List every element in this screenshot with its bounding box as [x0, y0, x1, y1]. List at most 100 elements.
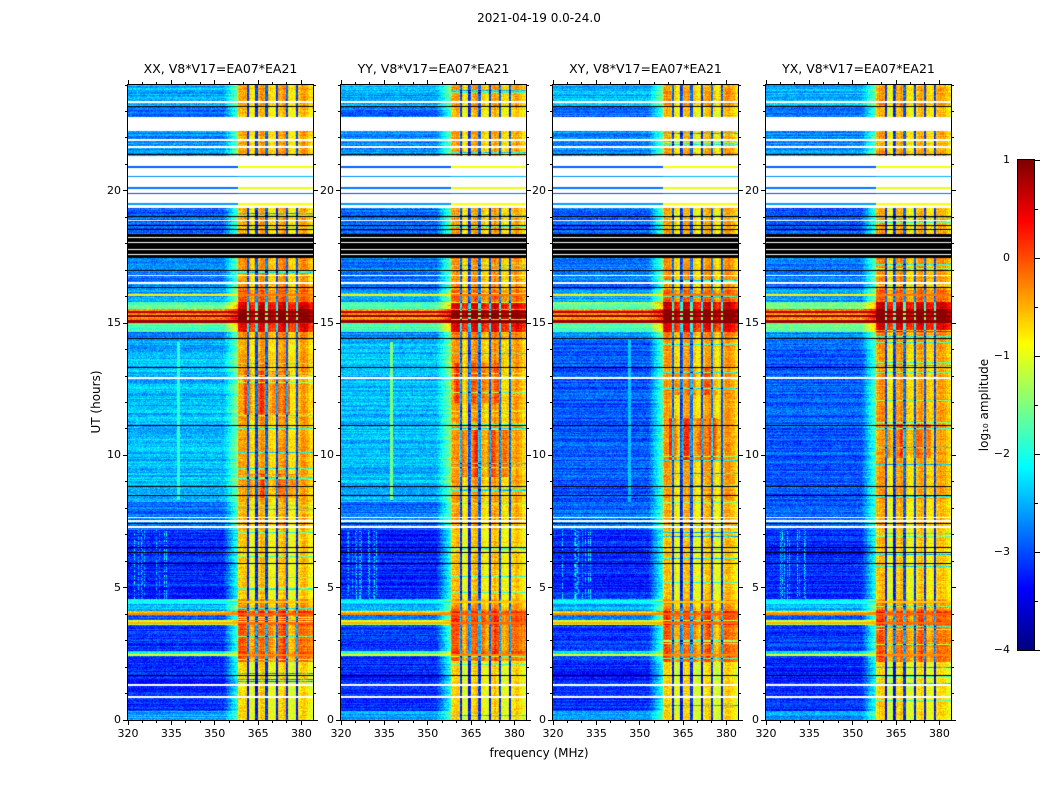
y-minor-tick-mark	[338, 534, 340, 536]
x-minor-tick-mark	[185, 82, 187, 84]
y-minor-tick-mark	[338, 243, 340, 245]
x-tick-mark	[170, 721, 172, 725]
x-minor-tick-mark	[485, 82, 487, 84]
y-tick-mark	[761, 719, 765, 721]
y-minor-tick-mark	[314, 269, 316, 271]
spectrogram-canvas-yy	[340, 84, 527, 721]
y-tick-mark	[527, 719, 531, 721]
y-minor-tick-mark	[527, 481, 529, 483]
x-minor-tick-mark	[499, 82, 501, 84]
y-minor-tick-mark	[125, 137, 127, 139]
x-minor-tick-mark	[779, 82, 781, 84]
x-minor-tick-mark	[286, 721, 288, 723]
y-tick-mark	[123, 190, 127, 192]
y-minor-tick-mark	[952, 481, 954, 483]
y-tick-mark	[314, 587, 318, 589]
y-minor-tick-mark	[763, 269, 765, 271]
y-minor-tick-mark	[125, 402, 127, 403]
x-tick-mark	[595, 80, 597, 84]
y-minor-tick-mark	[952, 693, 954, 695]
y-tick-mark	[314, 719, 318, 721]
y-minor-tick-mark	[550, 534, 552, 536]
y-minor-tick-mark	[550, 613, 552, 615]
x-minor-tick-mark	[910, 721, 912, 723]
x-tick-mark	[427, 80, 429, 84]
x-minor-tick-mark	[779, 721, 781, 723]
panel-yx: YX, V8*V17=EA07*EA21 320 335 350 365 380 0 5 10…	[745, 0, 956, 800]
x-tick-label: 335	[160, 727, 182, 740]
x-tick-mark	[639, 80, 641, 84]
y-tick-mark	[123, 322, 127, 324]
y-tick-label: 0	[539, 713, 546, 726]
y-minor-tick-mark	[739, 481, 741, 483]
y-minor-tick-mark	[550, 666, 552, 668]
x-tick-mark	[340, 80, 342, 84]
y-minor-tick-mark	[763, 534, 765, 536]
y-tick-label: 10	[745, 448, 759, 462]
y-minor-tick-mark	[763, 666, 765, 668]
x-tick-label: 380	[715, 727, 737, 740]
x-minor-tick-mark	[456, 82, 458, 84]
y-minor-tick-mark	[338, 402, 340, 403]
colorbar-tick-mark	[1035, 551, 1040, 553]
y-minor-tick-mark	[739, 428, 741, 430]
y-minor-tick-mark	[338, 507, 340, 509]
x-minor-tick-mark	[441, 82, 443, 84]
y-minor-tick-mark	[314, 693, 316, 695]
colorbar-gradient	[1017, 159, 1035, 651]
x-tick-mark	[639, 721, 641, 725]
y-minor-tick-mark	[125, 693, 127, 695]
y-tick-mark	[336, 322, 340, 324]
x-tick-mark	[470, 721, 472, 725]
y-minor-tick-mark	[338, 693, 340, 695]
y-minor-tick-mark	[550, 375, 552, 377]
y-tick-label: 15	[532, 316, 546, 330]
x-minor-tick-mark	[581, 721, 583, 723]
x-minor-tick-mark	[711, 721, 713, 723]
y-minor-tick-mark	[739, 110, 741, 112]
panel-title-yy: YY, V8*V17=EA07*EA21	[357, 61, 510, 76]
colorbar-tick-mark	[1035, 649, 1040, 651]
y-tick-mark	[952, 190, 956, 192]
x-minor-tick-mark	[653, 82, 655, 84]
y-minor-tick-mark	[739, 84, 741, 86]
x-tick-mark	[170, 80, 172, 84]
x-minor-tick-mark	[286, 82, 288, 84]
panel-xy: XY, V8*V17=EA07*EA21 320 335 350 365 380 0 5 10…	[532, 0, 743, 800]
y-tick-mark	[314, 454, 318, 456]
x-minor-tick-mark	[485, 721, 487, 723]
y-minor-tick-mark	[338, 137, 340, 139]
x-tick-mark	[895, 80, 897, 84]
y-minor-tick-mark	[550, 507, 552, 509]
x-minor-tick-mark	[156, 82, 158, 84]
x-minor-tick-mark	[837, 82, 839, 84]
colorbar-tick-mark	[1035, 453, 1040, 455]
y-minor-tick-mark	[314, 402, 316, 403]
colorbar-tick-label: −2	[993, 447, 1010, 460]
x-minor-tick-mark	[199, 82, 201, 84]
y-tick-mark	[548, 719, 552, 721]
x-tick-label: 380	[290, 727, 312, 740]
y-minor-tick-mark	[338, 613, 340, 615]
x-minor-tick-mark	[441, 721, 443, 723]
y-minor-tick-mark	[739, 296, 741, 298]
x-tick-mark	[895, 721, 897, 725]
y-minor-tick-mark	[550, 296, 552, 298]
y-tick-label: 5	[114, 580, 121, 594]
y-minor-tick-mark	[314, 84, 316, 86]
y-minor-tick-mark	[125, 640, 127, 642]
x-minor-tick-mark	[924, 82, 926, 84]
y-minor-tick-mark	[550, 349, 552, 351]
x-tick-label: 380	[928, 727, 950, 740]
y-minor-tick-mark	[338, 666, 340, 668]
y-tick-mark	[548, 190, 552, 192]
y-tick-label: 0	[114, 713, 121, 726]
y-tick-mark	[548, 587, 552, 589]
y-minor-tick-mark	[527, 375, 529, 377]
y-minor-tick-mark	[952, 110, 954, 112]
x-minor-tick-mark	[697, 721, 699, 723]
x-tick-label: 335	[798, 727, 820, 740]
panel-xx: XX, V8*V17=EA07*EA21 320 335 350 365 380 0 5 10…	[107, 0, 318, 800]
x-minor-tick-mark	[794, 82, 796, 84]
y-minor-tick-mark	[125, 375, 127, 377]
